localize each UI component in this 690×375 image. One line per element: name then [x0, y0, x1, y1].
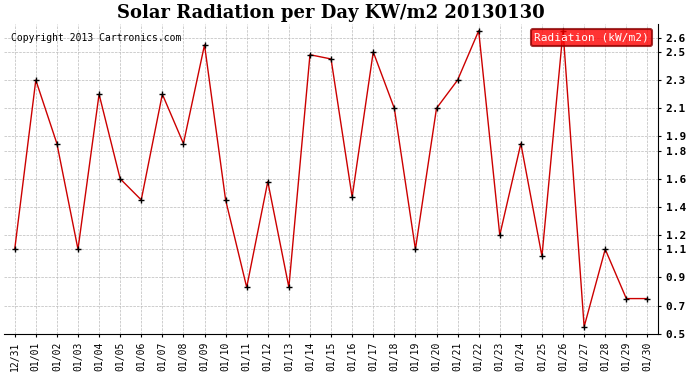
Title: Solar Radiation per Day KW/m2 20130130: Solar Radiation per Day KW/m2 20130130: [117, 4, 545, 22]
Text: Copyright 2013 Cartronics.com: Copyright 2013 Cartronics.com: [11, 33, 181, 43]
Legend: Radiation (kW/m2): Radiation (kW/m2): [531, 29, 652, 46]
